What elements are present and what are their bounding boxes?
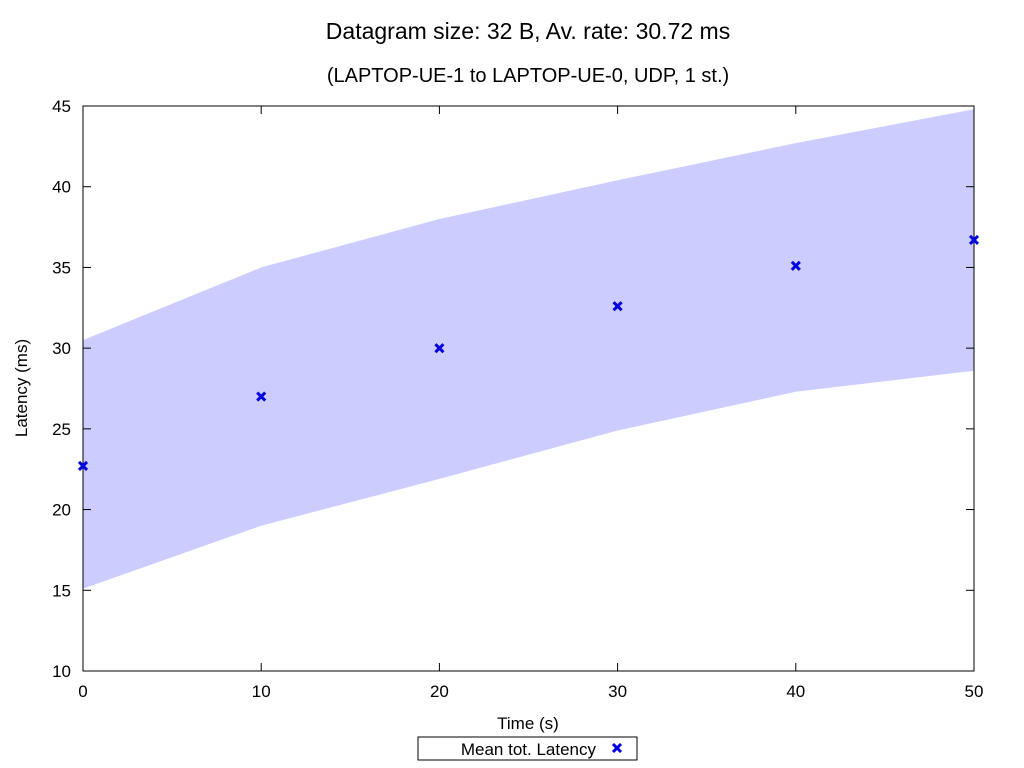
y-tick-label: 35 xyxy=(52,258,71,277)
x-tick-label: 40 xyxy=(786,682,805,701)
chart-subtitle: (LAPTOP-UE-1 to LAPTOP-UE-0, UDP, 1 st.) xyxy=(327,65,729,87)
x-marker-stroke xyxy=(790,260,801,271)
legend-box xyxy=(417,736,638,761)
x-marker-stroke xyxy=(77,460,89,472)
x-tick-label: 0 xyxy=(78,682,87,701)
data-point xyxy=(434,343,445,354)
legend-marker-x-icon xyxy=(611,742,623,754)
plot-frame xyxy=(82,105,975,672)
data-point xyxy=(77,460,89,472)
y-tick-label: 30 xyxy=(52,339,71,358)
data-point xyxy=(790,260,801,271)
x-marker-stroke xyxy=(611,742,623,754)
x-tick-label: 20 xyxy=(430,682,449,701)
y-tick-label: 10 xyxy=(52,662,71,681)
x-tick-label: 10 xyxy=(252,682,271,701)
x-marker-stroke xyxy=(968,234,980,246)
y-tick-label: 15 xyxy=(52,581,71,600)
data-point xyxy=(256,391,267,402)
x-marker-stroke xyxy=(256,391,267,402)
legend-label: Mean tot. Latency xyxy=(461,740,597,759)
confidence-band-layer xyxy=(83,109,974,589)
y-tick-label: 40 xyxy=(52,178,71,197)
x-marker-stroke xyxy=(612,301,623,312)
legend: Mean tot. Latency xyxy=(417,736,638,761)
data-point xyxy=(968,234,980,246)
legend-x-mark xyxy=(611,742,623,754)
data-point xyxy=(612,301,623,312)
x-tick-label: 30 xyxy=(608,682,627,701)
confidence-band xyxy=(83,109,974,589)
data-points-layer xyxy=(77,234,980,472)
y-tick-label: 25 xyxy=(52,420,71,439)
x-axis-label: Time (s) xyxy=(497,714,559,733)
y-axis-label: Latency (ms) xyxy=(12,339,31,437)
y-tick-label: 45 xyxy=(52,97,71,116)
x-tick-label: 50 xyxy=(965,682,984,701)
chart-title: Datagram size: 32 B, Av. rate: 30.72 ms xyxy=(326,18,730,44)
y-tick-label: 20 xyxy=(52,501,71,520)
x-marker-stroke xyxy=(434,343,445,354)
